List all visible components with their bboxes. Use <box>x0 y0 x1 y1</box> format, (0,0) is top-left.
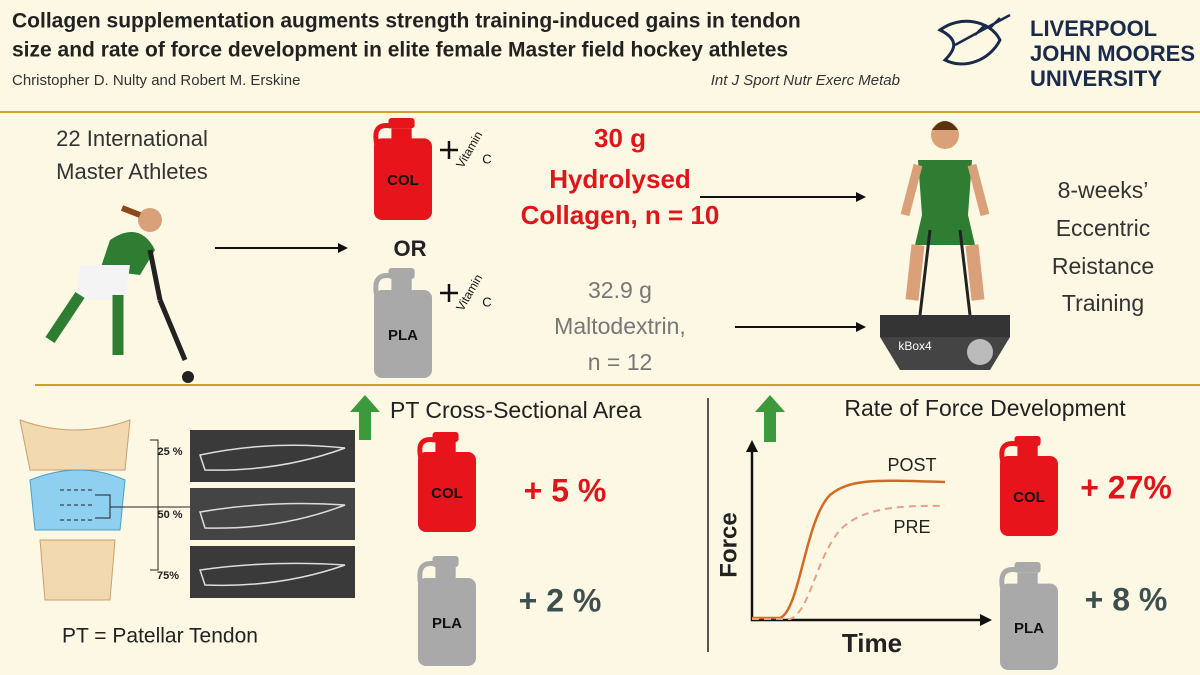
bottle-neck <box>391 128 412 141</box>
bottle-cap <box>1014 436 1041 446</box>
rfd-title: Rate of Force Development <box>844 395 1126 421</box>
training: Reistance <box>1052 253 1154 279</box>
training: 8-weeks’ <box>1058 177 1149 203</box>
title: Collagen supplementation augments streng… <box>12 10 801 33</box>
plus <box>440 141 458 159</box>
pla-change: + 2 % <box>519 582 602 618</box>
participants: Master Athletes <box>56 159 208 184</box>
bottle-neck <box>435 567 456 581</box>
logo-text: LIVERPOOL <box>1030 16 1157 41</box>
arrow-head <box>856 192 866 202</box>
bottle-cap <box>388 118 415 129</box>
up-arrow <box>350 395 380 440</box>
arrow-head <box>856 322 866 332</box>
bottle: PLA <box>417 556 476 666</box>
participants: 22 International <box>56 126 208 151</box>
vitamin-letter: C <box>482 294 491 309</box>
pla-group: 32.9 g <box>588 277 652 303</box>
training: Eccentric <box>1056 215 1151 241</box>
pre-label: PRE <box>893 517 930 537</box>
training: Training <box>1062 290 1144 316</box>
bottle-body <box>1000 456 1058 536</box>
footnote: PT = Patellar Tendon <box>62 625 258 648</box>
bottle-neck <box>1017 572 1038 586</box>
level-label: 75% <box>157 570 179 582</box>
bottle: COL <box>999 436 1058 536</box>
col-change: + 5 % <box>524 472 607 508</box>
device-label: kBox4 <box>898 339 932 353</box>
up-arrow <box>755 395 785 442</box>
bottle-body <box>1000 583 1058 670</box>
col-change: + 27% <box>1080 469 1172 505</box>
bottle-label: COL <box>1013 489 1045 506</box>
hockey-player <box>45 205 194 383</box>
bottle-body <box>418 452 476 532</box>
journal: Int J Sport Nutr Exerc Metab <box>711 72 900 89</box>
pla-group: n = 12 <box>588 349 653 375</box>
bottle-body <box>374 290 432 378</box>
logo-text: UNIVERSITY <box>1030 66 1162 91</box>
authors: Christopher D. Nulty and Robert M. Erski… <box>12 72 300 89</box>
bottle: PLA <box>999 562 1058 670</box>
y-axis-label: Force <box>715 512 742 577</box>
bottle-neck <box>435 442 456 454</box>
bottle-cap <box>432 556 459 567</box>
bottle: COL <box>417 432 476 532</box>
bottle-cap <box>432 432 459 442</box>
bottle-label: COL <box>387 172 419 189</box>
bottle-label: PLA <box>432 615 462 632</box>
col-group: 30 g <box>594 123 646 153</box>
bottle: PLA <box>373 268 432 378</box>
or: OR <box>394 236 427 261</box>
bottle-label: COL <box>431 485 463 502</box>
bottle-neck <box>391 279 412 293</box>
bottle: COL <box>373 118 432 220</box>
bottle-cap <box>1014 562 1041 573</box>
bottle-label: PLA <box>388 327 418 344</box>
pla-group: Maltodextrin, <box>554 313 686 339</box>
x-axis-label: Time <box>842 628 902 658</box>
pla-change: + 8 % <box>1085 581 1168 617</box>
level-label: 25 % <box>157 446 182 458</box>
logo: LIVERPOOL JOHN MOORES UNIVERSITY <box>937 13 1195 91</box>
bottles: COL PLA COL PLA COL PLA <box>373 118 1058 670</box>
bottle-neck <box>1017 446 1038 458</box>
knee-illustration <box>19 419 190 601</box>
logo-text: JOHN MOORES <box>1030 41 1195 66</box>
title: size and rate of force development in el… <box>12 39 788 62</box>
bottle-cap <box>388 268 415 279</box>
ultrasound-images <box>190 430 355 598</box>
force-time-sketch <box>746 440 992 626</box>
plus <box>440 284 458 302</box>
training-athlete <box>880 121 1010 370</box>
col-group: Collagen, n = 10 <box>521 200 720 230</box>
post-label: POST <box>887 455 936 475</box>
col-group: Hydrolysed <box>549 164 691 194</box>
vitamin-letter: C <box>482 151 491 166</box>
bottle-body <box>374 138 432 220</box>
bottle-body <box>418 578 476 666</box>
level-label: 50 % <box>157 509 182 521</box>
arrow-head <box>338 243 348 253</box>
bottle-label: PLA <box>1014 620 1044 637</box>
csa-title: PT Cross-Sectional Area <box>390 397 642 423</box>
